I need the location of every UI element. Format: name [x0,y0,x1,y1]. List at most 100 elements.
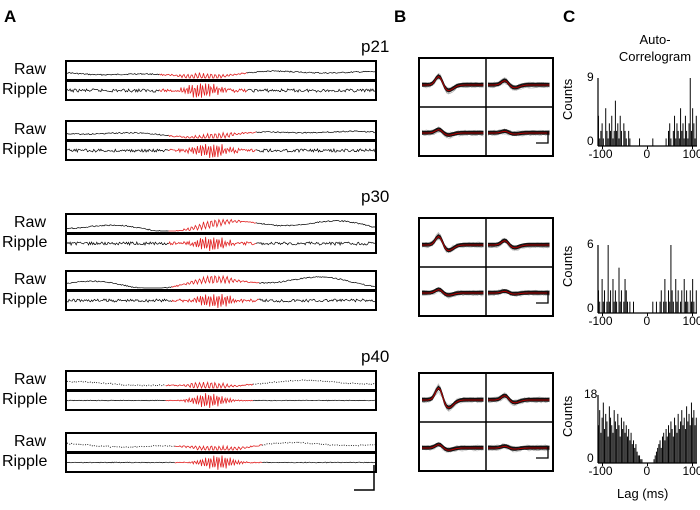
autocorrelogram-bar [688,123,690,146]
autocorrelogram-bar [614,100,616,146]
autocorrelogram-bar [619,436,621,463]
ripple-trace [66,455,376,470]
autocorrelogram-bar [616,429,618,463]
autocorrelogram-2 [597,245,697,316]
autocorrelogram-bar [695,417,697,463]
y-max-tick-label: 6 [587,237,594,251]
autocorrelogram-bar [663,432,665,463]
autocorrelogram-bar [692,279,694,313]
waveform-group-2 [418,217,554,317]
autocorrelogram-bar [668,425,669,463]
autocorrelogram-bar [606,421,608,463]
age-label-p30: p30 [361,187,390,206]
autocorrelogram-bar [629,138,631,146]
autocorrelogram-bar [599,138,601,146]
autocorrelogram-bar [620,417,622,463]
waveform-scale-bar [536,292,549,304]
autocorrelogram-bar [687,138,689,146]
autocorrelogram-bar [617,123,619,146]
autocorrelogram-bar [683,279,685,313]
ripple-trace [66,236,376,252]
autocorrelogram-bar [620,290,622,313]
autocorrelogram-bar [606,301,608,313]
autocorrelogram-bar [620,130,622,146]
autocorrelogram-1 [597,78,697,149]
waveform-group-1 [418,57,554,157]
autocorrelogram-bar [610,417,612,463]
waveform-group-3 [418,372,554,472]
autocorrelogram-bar [626,436,628,463]
autocorrelogram-bar [611,115,613,146]
y-min-tick-label: 0 [587,134,594,148]
ripple-row-label: Ripple [2,291,48,308]
autocorrelogram-bar [689,290,691,313]
ripple-trace-box [65,80,377,101]
autocorrelogram-bar [607,436,609,463]
autocorrelogram-bar [639,455,641,463]
autocorrelogram-bar [626,301,628,313]
x-tick-label: 100 [682,147,700,161]
autocorrelogram-bar [608,301,610,313]
autocorrelogram-bar [680,421,682,463]
y-max-tick-label: 9 [587,70,594,84]
autocorrelogram-bar [600,432,602,463]
panel-letter-c: C [563,7,576,26]
autocorrelogram-bar [602,402,604,463]
autocorrelogram-bar [607,138,609,146]
autocorrelogram-bar [695,115,697,146]
ripple-row-label: Ripple [2,453,48,470]
autocorrelogram-bar [657,447,659,463]
autocorrelogram-bar [612,279,614,313]
autocorrelogram-bar [665,301,667,313]
autocorrelogram-bar [636,451,638,463]
autocorrelogram-bar [690,301,692,313]
autocorrelogram-bar [680,108,682,146]
counts-axis-label: Counts [560,245,575,287]
autocorrelogram-bar [630,432,632,463]
autocorrelogram-bar [618,425,620,463]
ripple-trace [66,293,376,309]
x-tick-label: 100 [682,464,700,478]
autocorrelogram-bar [602,138,604,146]
autocorrelogram-bar [639,138,641,146]
autocorrelogram-bar [690,402,692,463]
autocorrelogram-bar [681,410,683,463]
autocorrelogram-bar [683,417,685,463]
autocorrelogram-bar [624,279,626,313]
autocorrelogram-bar [689,78,691,146]
raw-trace [66,218,376,232]
autocorrelogram-bar [616,301,618,313]
autocorrelogram-bar [652,138,654,146]
autocorrelogram-3 [597,395,697,466]
autocorrelogram-bar [688,413,690,463]
autocorrelogram-bar [682,425,684,463]
autocorrelogram-bar [676,432,678,463]
autocorrelogram-bar [671,290,673,313]
panel-letter-a: A [4,7,17,26]
ripple-trace-box [65,290,377,311]
lag-axis-label: Lag (ms) [617,486,669,501]
autocorrelogram-bar [652,301,654,313]
autocorrelogram-bar [601,279,603,313]
autocorrelogram-bar [604,429,606,463]
autocorrelogram-bar [660,290,662,313]
autocorrelogram-bar [605,108,607,146]
autocorrelogram-bar [668,130,669,146]
raw-trace-box [65,213,377,234]
autocorrelogram-bar [625,425,627,463]
raw-row-label: Raw [14,433,47,450]
autocorrelogram-bar [670,421,672,463]
autocorrelogram-bar [660,447,662,463]
autocorrelogram-bar [616,130,618,146]
panel-letter-b: B [394,7,407,26]
autocorrelogram-bar [614,421,616,463]
autocorrelogram-bar [629,440,631,463]
raw-row-label: Raw [14,371,47,388]
x-tick-label: -100 [588,314,613,328]
autocorrelogram-bar [608,123,610,146]
autocorrelogram-bar [658,444,660,463]
autocorrelogram-bar [674,417,676,463]
autocorrelogram-bar [695,290,697,313]
y-min-tick-label: 0 [587,451,594,465]
autocorrelogram-bar [684,429,686,463]
